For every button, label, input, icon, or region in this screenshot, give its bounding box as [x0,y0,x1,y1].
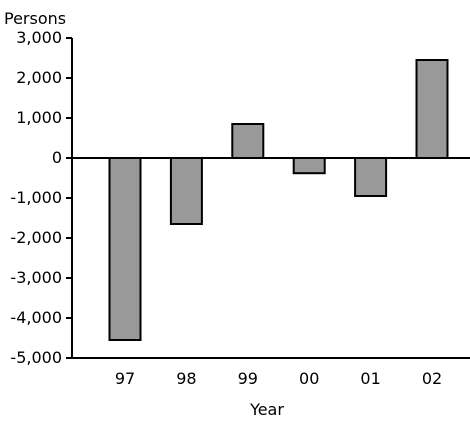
x-tick-label: 97 [115,369,135,388]
x-tick-label: 00 [299,369,319,388]
y-tick-label: -3,000 [10,268,62,287]
x-tick-label: 01 [360,369,380,388]
x-tick-label: 98 [176,369,196,388]
y-tick-label: -5,000 [10,348,62,367]
bars [108,59,449,341]
bar-99 [231,123,265,159]
bar-02 [415,59,449,159]
x-axis: 97 98 99 00 01 02 [115,369,442,388]
y-tick-label: -1,000 [10,188,62,207]
x-axis-title: Year [249,400,284,419]
bar-00 [292,157,326,175]
y-tick-label: 0 [52,148,62,167]
y-tick-label: 2,000 [16,68,62,87]
x-tick-label: 02 [422,369,442,388]
y-tick-label: -4,000 [10,308,62,327]
y-tick-label: -2,000 [10,228,62,247]
y-axis-title: Persons [4,9,66,28]
y-tick-label: 3,000 [16,28,62,47]
bar-98 [169,157,203,225]
y-tick-label: 1,000 [16,108,62,127]
x-tick-label: 99 [238,369,258,388]
y-axis: 3,000 2,000 1,000 0 -1,000 -2,000 -3,000 -4,000… [10,28,72,367]
bar-01 [354,157,388,197]
bar-97 [108,157,142,341]
